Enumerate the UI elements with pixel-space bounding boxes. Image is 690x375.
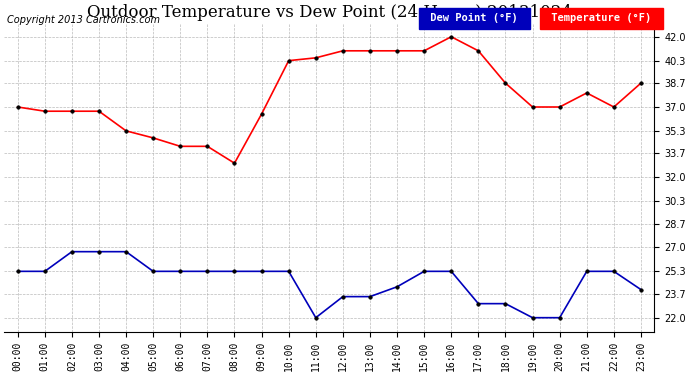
- Text: Copyright 2013 Cartronics.com: Copyright 2013 Cartronics.com: [7, 15, 160, 25]
- Text: Dew Point (°F): Dew Point (°F): [424, 13, 524, 23]
- Title: Outdoor Temperature vs Dew Point (24 Hours) 20131024: Outdoor Temperature vs Dew Point (24 Hou…: [87, 4, 572, 21]
- Text: Temperature (°F): Temperature (°F): [545, 13, 658, 23]
